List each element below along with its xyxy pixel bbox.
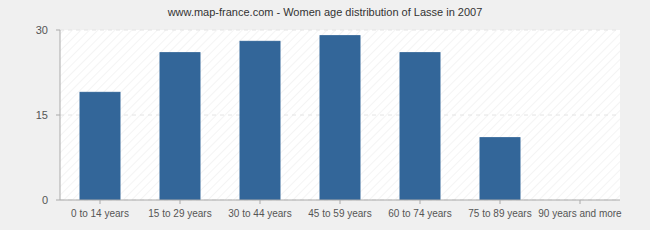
chart-svg: www.map-france.com - Women age distribut… [0, 0, 650, 230]
bar [320, 36, 360, 200]
y-tick [56, 115, 60, 116]
background [0, 0, 650, 230]
x-tick-label: 90 years and more [538, 208, 622, 219]
bar [480, 138, 520, 200]
y-tick [56, 30, 60, 31]
y-axis [60, 30, 61, 200]
bar [240, 41, 280, 200]
x-tick [100, 200, 101, 204]
x-tick [340, 200, 341, 204]
y-tick-label: 30 [36, 24, 48, 36]
grid-line [60, 30, 620, 31]
bars [80, 36, 520, 200]
x-tick [500, 200, 501, 204]
x-tick-label: 30 to 44 years [228, 208, 291, 219]
x-tick-label: 15 to 29 years [148, 208, 211, 219]
x-tick [260, 200, 261, 204]
bar [80, 92, 120, 200]
y-tick [56, 200, 60, 201]
title: www.map-france.com - Women age distribut… [167, 6, 483, 18]
chart-container: www.map-france.com - Women age distribut… [0, 0, 650, 230]
bar [400, 53, 440, 200]
y-tick-label: 15 [36, 109, 48, 121]
x-tick [420, 200, 421, 204]
x-tick [180, 200, 181, 204]
y-tick-label: 0 [42, 194, 48, 206]
bar [160, 53, 200, 200]
x-tick-label: 45 to 59 years [308, 208, 371, 219]
x-tick-label: 75 to 89 years [468, 208, 531, 219]
x-tick-label: 60 to 74 years [388, 208, 451, 219]
x-tick [580, 200, 581, 204]
plot-area [60, 30, 620, 200]
x-tick-label: 0 to 14 years [71, 208, 129, 219]
